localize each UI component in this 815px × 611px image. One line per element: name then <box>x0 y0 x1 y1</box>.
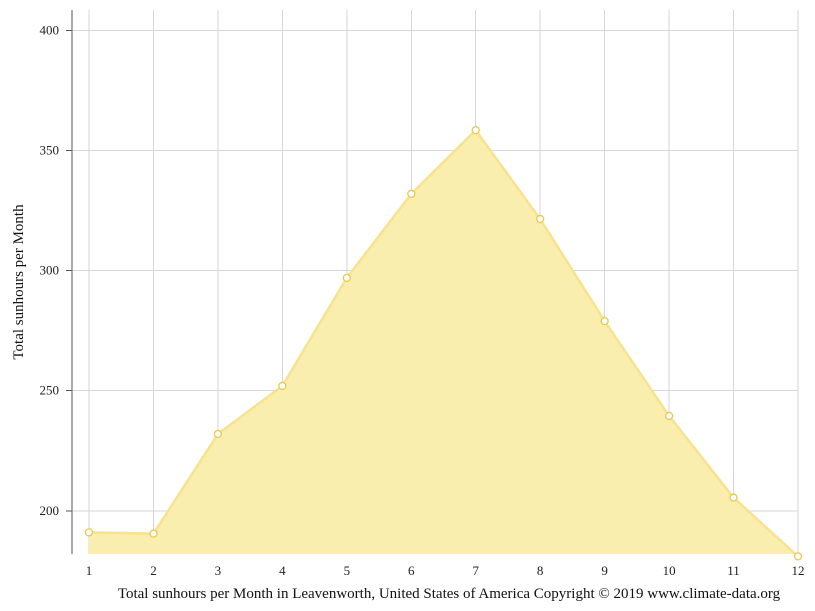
data-point-4 <box>278 381 287 391</box>
x-tick-label-9: 9 <box>601 563 608 578</box>
data-point-11 <box>729 493 738 502</box>
y-tick-label-300: 300 <box>40 263 60 278</box>
data-point-10 <box>664 411 674 421</box>
x-tick-label-7: 7 <box>472 563 479 578</box>
data-point-3 <box>213 429 223 439</box>
y-axis-ticks: 200 250 300 350 400 <box>40 23 72 518</box>
sunhours-line <box>88 128 799 558</box>
data-point-7 <box>471 126 480 135</box>
x-tick-label-5: 5 <box>344 563 351 578</box>
y-axis-label: Total sunhours per Month <box>11 204 27 360</box>
data-point-5 <box>342 273 351 283</box>
x-axis-label: Total sunhours per Month in Leavenworth,… <box>118 586 781 602</box>
y-tick-label-200: 200 <box>40 503 60 518</box>
data-points <box>84 126 803 561</box>
y-tick-label-400: 400 <box>40 23 60 38</box>
x-tick-label-8: 8 <box>537 563 544 578</box>
data-point-6 <box>407 189 416 199</box>
data-point-2 <box>149 529 158 538</box>
x-tick-label-11: 11 <box>727 563 740 578</box>
x-tick-label-10: 10 <box>663 563 676 578</box>
y-tick-label-250: 250 <box>40 383 60 398</box>
x-tick-label-12: 12 <box>792 563 805 578</box>
data-point-12 <box>793 552 803 561</box>
data-point-8 <box>536 214 545 224</box>
sunhours-area <box>89 130 798 557</box>
y-tick-label-350: 350 <box>40 143 60 158</box>
data-point-9 <box>600 316 609 326</box>
x-tick-label-2: 2 <box>150 563 157 578</box>
x-tick-label-1: 1 <box>86 563 93 578</box>
x-tick-label-4: 4 <box>279 563 286 578</box>
x-axis-ticks: 1 2 3 4 5 6 7 8 9 10 11 12 <box>86 563 805 578</box>
x-tick-label-3: 3 <box>215 563 222 578</box>
data-point-1 <box>84 528 94 537</box>
x-tick-label-6: 6 <box>408 563 415 578</box>
